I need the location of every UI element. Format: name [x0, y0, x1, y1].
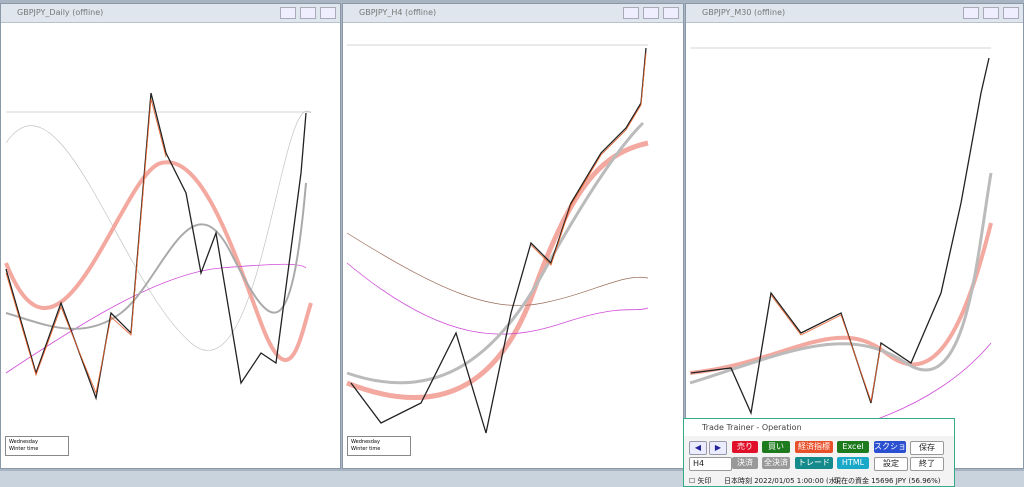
funds-text: 現在の資金 15696 JPY (56.96%) — [834, 477, 941, 485]
panel-button[interactable]: Excel — [837, 441, 869, 453]
panel-button[interactable]: 経済指標 — [795, 441, 833, 453]
panel-button[interactable]: 決済 — [732, 457, 758, 469]
checkbox-label: 矢印 — [697, 477, 712, 485]
next-button[interactable]: ▶ — [709, 441, 727, 455]
panel-button[interactable]: 売り — [732, 441, 758, 453]
panel-button[interactable]: 終了 — [910, 457, 944, 471]
info-box: Wednesday Winter time — [5, 436, 70, 456]
panel-button[interactable]: 設定 — [874, 457, 908, 471]
maximize[interactable] — [300, 7, 316, 19]
info-text: Wednesday — [9, 439, 38, 445]
chart-window: GBPJPY_H4 (offline) Wednesday Winter time — [342, 3, 684, 469]
maximize[interactable] — [643, 7, 659, 19]
chart-window: GBPJPY_M30 (offline) — [685, 3, 1024, 469]
minimize[interactable] — [963, 7, 979, 19]
checkbox[interactable]: ☐ 矢印 — [689, 477, 712, 485]
panel-title: Trade Trainer - Operation — [684, 419, 954, 436]
minimize[interactable] — [623, 7, 639, 19]
close[interactable] — [1003, 7, 1019, 19]
prev-button[interactable]: ◀ — [689, 441, 707, 455]
info-box: Wednesday Winter time — [347, 436, 412, 456]
panel-button[interactable]: 全決済 — [762, 457, 790, 469]
minimize[interactable] — [280, 7, 296, 19]
chart-window: GBPJPY_Daily (offline) Wednesday Winter t… — [0, 3, 341, 469]
window-title: GBPJPY_M30 (offline) — [702, 8, 786, 17]
window-title: GBPJPY_Daily (offline) — [17, 8, 104, 17]
info-text: Wednesday — [351, 439, 380, 445]
panel-button[interactable]: HTML — [837, 457, 869, 469]
panel-button[interactable]: 保存 — [910, 441, 944, 455]
info-text: Winter time — [9, 446, 39, 452]
title-bar: GBPJPY_Daily (offline) — [1, 4, 340, 23]
panel-button[interactable]: 買い — [762, 441, 790, 453]
chart — [346, 44, 649, 434]
info-text: Winter time — [351, 446, 381, 452]
panel-button[interactable]: トレード — [795, 457, 833, 469]
window-title: GBPJPY_H4 (offline) — [359, 8, 437, 17]
operation-panel: Trade Trainer - Operation ◀ ▶ H4 売り 買い 経済指… — [683, 418, 955, 487]
title-bar: GBPJPY_M30 (offline) — [686, 4, 1023, 23]
chart — [689, 47, 993, 424]
timeframe-select[interactable]: H4 — [689, 457, 732, 471]
panel-button[interactable]: スクショ — [874, 441, 906, 453]
close[interactable] — [663, 7, 679, 19]
close[interactable] — [320, 7, 336, 19]
title-bar: GBPJPY_H4 (offline) — [343, 4, 683, 23]
time-text: 日本時刻 2022/01/05 1:00:00 (水) — [724, 477, 839, 485]
chart — [4, 92, 313, 401]
maximize[interactable] — [983, 7, 999, 19]
